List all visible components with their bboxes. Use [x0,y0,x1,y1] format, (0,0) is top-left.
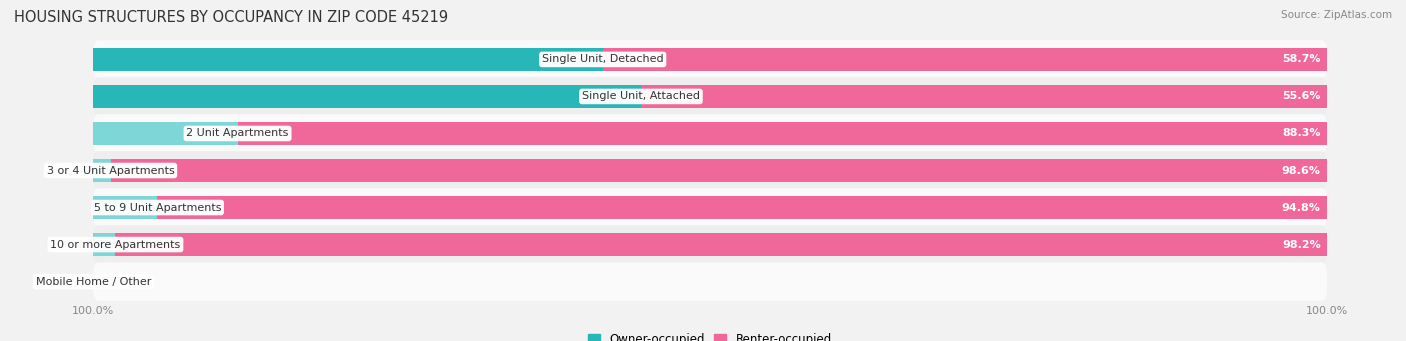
FancyBboxPatch shape [93,188,1327,227]
Bar [93,196,157,219]
Bar [115,233,1327,256]
Text: 1.8%: 1.8% [77,239,105,250]
Text: 44.4%: 44.4% [596,91,631,102]
Text: 58.7%: 58.7% [1282,55,1320,64]
FancyBboxPatch shape [93,151,1327,190]
Text: 2 Unit Apartments: 2 Unit Apartments [187,129,288,138]
Text: Source: ZipAtlas.com: Source: ZipAtlas.com [1281,10,1392,20]
Text: 5.2%: 5.2% [120,203,148,212]
Text: 88.3%: 88.3% [1282,129,1320,138]
FancyBboxPatch shape [93,114,1327,153]
Text: Single Unit, Detached: Single Unit, Detached [541,55,664,64]
Text: 5 to 9 Unit Apartments: 5 to 9 Unit Apartments [94,203,221,212]
Text: Mobile Home / Other: Mobile Home / Other [35,277,150,286]
FancyBboxPatch shape [93,77,1327,116]
Text: 3 or 4 Unit Apartments: 3 or 4 Unit Apartments [46,165,174,176]
Text: 98.6%: 98.6% [1282,165,1320,176]
Bar [641,85,1327,108]
Text: 11.7%: 11.7% [193,129,228,138]
Text: 10 or more Apartments: 10 or more Apartments [51,239,180,250]
Bar [93,233,115,256]
Legend: Owner-occupied, Renter-occupied: Owner-occupied, Renter-occupied [583,329,837,341]
Bar [93,122,238,145]
Text: 98.2%: 98.2% [1282,239,1320,250]
FancyBboxPatch shape [93,262,1327,301]
Text: 0.0%: 0.0% [100,277,128,286]
Bar [157,196,1327,219]
Bar [93,48,603,71]
Bar [238,122,1327,145]
Text: 1.4%: 1.4% [72,165,101,176]
Bar [603,48,1327,71]
Text: 41.3%: 41.3% [557,55,593,64]
Bar [111,159,1327,182]
Text: Single Unit, Attached: Single Unit, Attached [582,91,700,102]
FancyBboxPatch shape [93,40,1327,79]
FancyBboxPatch shape [93,225,1327,264]
Text: 55.6%: 55.6% [1282,91,1320,102]
Text: HOUSING STRUCTURES BY OCCUPANCY IN ZIP CODE 45219: HOUSING STRUCTURES BY OCCUPANCY IN ZIP C… [14,10,449,25]
Text: 94.8%: 94.8% [1282,203,1320,212]
Bar [93,85,641,108]
Bar [93,159,111,182]
